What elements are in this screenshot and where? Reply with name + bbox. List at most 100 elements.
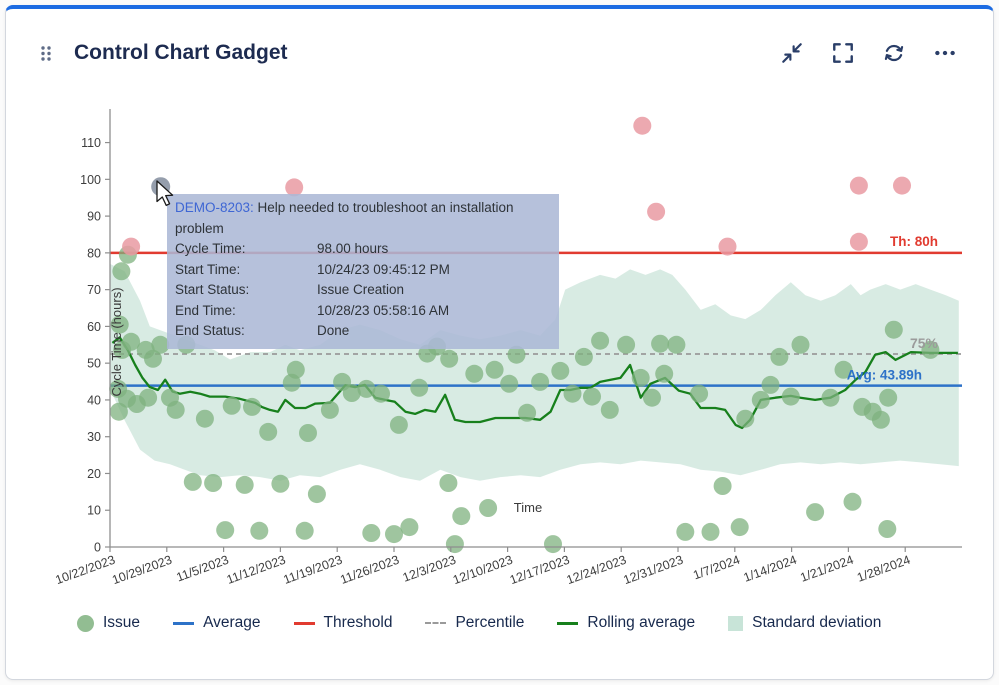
issue-dot[interactable] <box>250 521 269 540</box>
issue-dot[interactable] <box>216 521 235 540</box>
x-tick-label: 10/22/2023 <box>53 553 117 588</box>
issue-dot[interactable] <box>389 415 408 434</box>
issue-dot[interactable] <box>362 524 381 542</box>
issue-dot[interactable] <box>544 535 562 554</box>
issue-dot[interactable] <box>676 522 695 541</box>
issue-dot[interactable] <box>843 492 862 511</box>
issue-dot[interactable] <box>781 387 800 406</box>
drag-handle-icon[interactable] <box>40 45 52 62</box>
issue-dot-above-threshold[interactable] <box>849 176 868 195</box>
issue-dot-above-threshold[interactable] <box>849 232 868 251</box>
issue-dot[interactable] <box>655 364 674 383</box>
issue-dot[interactable] <box>410 378 429 397</box>
issue-dot[interactable] <box>879 388 898 407</box>
issue-dot[interactable] <box>122 332 141 351</box>
issue-dot[interactable] <box>821 388 840 407</box>
issue-dot[interactable] <box>144 349 162 368</box>
issue-dot[interactable] <box>518 403 537 422</box>
issue-dot[interactable] <box>551 361 570 380</box>
issue-dot[interactable] <box>440 349 459 368</box>
issue-dot[interactable] <box>583 387 601 406</box>
issue-dot[interactable] <box>445 535 464 554</box>
issue-dot[interactable] <box>465 364 484 383</box>
issue-dot-above-threshold[interactable] <box>633 116 652 135</box>
issue-dot[interactable] <box>531 372 550 391</box>
issue-dot[interactable] <box>600 400 619 419</box>
issue-dot[interactable] <box>617 335 636 354</box>
issue-dot[interactable] <box>385 525 403 544</box>
issue-dot[interactable] <box>507 345 526 364</box>
collapse-icon[interactable] <box>780 41 804 65</box>
issue-dot[interactable] <box>372 384 390 403</box>
refresh-icon[interactable] <box>882 41 906 65</box>
issue-dot[interactable] <box>452 507 471 526</box>
issue-dot[interactable] <box>770 347 789 366</box>
legend-item-average[interactable]: Average <box>173 614 261 632</box>
issue-dot[interactable] <box>166 400 185 419</box>
issue-dot[interactable] <box>400 518 419 537</box>
issue-dot[interactable] <box>243 397 261 416</box>
issue-dot-above-threshold[interactable] <box>122 237 141 256</box>
issue-dot[interactable] <box>439 474 458 492</box>
issue-dot[interactable] <box>736 409 755 428</box>
issue-dot[interactable] <box>871 410 890 429</box>
issue-dot[interactable] <box>485 360 504 379</box>
control-chart-gadget-card: 0 10 20 30 40 50 60 70 80 90 100 110 10/22/2023 10/29… <box>5 5 994 680</box>
issue-dot[interactable] <box>651 334 670 353</box>
issue-dot[interactable] <box>139 388 158 407</box>
issue-dot[interactable] <box>667 335 686 354</box>
issue-dot[interactable] <box>701 522 720 541</box>
issue-dot[interactable] <box>320 400 339 419</box>
issue-dot-above-threshold[interactable] <box>647 202 666 221</box>
issue-dot[interactable] <box>921 340 940 359</box>
issue-dot[interactable] <box>299 424 317 442</box>
issue-dot[interactable] <box>884 320 903 339</box>
issue-dot[interactable] <box>110 315 129 334</box>
issue-dot-above-threshold[interactable] <box>285 178 304 197</box>
issue-dot[interactable] <box>112 262 131 281</box>
issue-dot[interactable] <box>761 375 780 394</box>
legend-item-percentile[interactable]: Percentile <box>425 614 524 632</box>
legend-item-issue[interactable]: Issue <box>77 614 140 632</box>
issue-dot[interactable] <box>563 384 582 403</box>
x-tick-label: 10/29/2023 <box>110 553 174 588</box>
more-options-icon[interactable] <box>933 41 957 65</box>
issue-dot[interactable] <box>643 388 661 407</box>
control-chart[interactable]: 0 10 20 30 40 50 60 70 80 90 100 110 10/22/202310/29… <box>5 5 994 605</box>
issue-dot[interactable] <box>806 503 825 522</box>
issue-dot[interactable] <box>500 374 519 393</box>
tooltip-issue-key[interactable]: DEMO-8203: <box>175 200 254 215</box>
legend-item-rolling-average[interactable]: Rolling average <box>557 614 695 632</box>
issue-dot[interactable] <box>690 384 709 403</box>
issue-dot[interactable] <box>713 477 732 495</box>
issue-dot[interactable] <box>195 409 214 428</box>
issue-dot-above-threshold[interactable] <box>718 237 737 256</box>
issue-dot[interactable] <box>259 422 278 441</box>
tooltip-row-label: Cycle Time: <box>175 241 246 257</box>
issue-dot[interactable] <box>479 499 498 517</box>
legend-item-standard-deviation[interactable]: Standard deviation <box>728 614 881 632</box>
issue-dot[interactable] <box>286 360 305 379</box>
legend-item-threshold[interactable]: Threshold <box>293 614 392 632</box>
issue-dot[interactable] <box>109 402 128 421</box>
issue-dot[interactable] <box>307 485 326 504</box>
issue-dot[interactable] <box>204 474 223 492</box>
issue-dot-above-threshold[interactable] <box>893 176 911 195</box>
issue-dot[interactable] <box>730 518 749 537</box>
issue-dot[interactable] <box>791 335 810 354</box>
issue-dot[interactable] <box>631 368 650 387</box>
issue-dot[interactable] <box>574 347 593 366</box>
issue-dot[interactable] <box>222 396 241 415</box>
issue-dot[interactable] <box>271 474 290 493</box>
issue-dot[interactable] <box>342 384 361 402</box>
issue-dot[interactable] <box>235 475 254 494</box>
issue-dot[interactable] <box>834 360 853 379</box>
issue-dot[interactable] <box>151 335 170 354</box>
issue-dot[interactable] <box>591 331 610 350</box>
issue-dot[interactable] <box>295 521 314 540</box>
issue-dot[interactable] <box>357 379 376 398</box>
issue-dot[interactable] <box>878 520 897 538</box>
issue-dot[interactable] <box>183 472 202 491</box>
fullscreen-icon[interactable] <box>831 41 855 65</box>
issue-dot[interactable] <box>751 390 770 409</box>
